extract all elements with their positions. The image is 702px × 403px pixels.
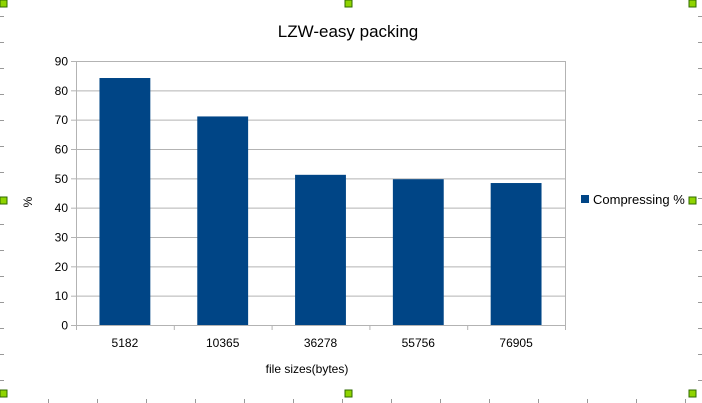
y-tick-label: 70 bbox=[55, 113, 69, 127]
bar bbox=[295, 174, 346, 325]
resize-handle[interactable] bbox=[688, 0, 697, 8]
resize-handle[interactable] bbox=[344, 0, 353, 8]
x-tick-label: 5182 bbox=[112, 336, 139, 350]
y-tick-label: 0 bbox=[61, 319, 68, 333]
bar bbox=[490, 183, 542, 325]
resize-handle[interactable] bbox=[0, 196, 8, 205]
bar bbox=[392, 179, 444, 325]
resize-handle[interactable] bbox=[0, 389, 8, 398]
legend-swatch bbox=[581, 195, 589, 203]
x-tick-label: 76905 bbox=[499, 336, 533, 350]
resize-handle[interactable] bbox=[0, 0, 8, 8]
y-tick-label: 20 bbox=[55, 260, 69, 274]
resize-handle[interactable] bbox=[688, 196, 697, 205]
chart-title: LZW-easy packing bbox=[278, 22, 418, 41]
bars bbox=[99, 78, 542, 325]
bar bbox=[99, 78, 151, 325]
x-axis-label: file sizes(bytes) bbox=[266, 362, 349, 376]
y-tick-label: 80 bbox=[55, 84, 69, 98]
resize-handle[interactable] bbox=[344, 389, 353, 398]
x-tick-label: 55756 bbox=[402, 336, 436, 350]
legend-label: Compressing % bbox=[593, 192, 685, 207]
bar bbox=[197, 116, 249, 325]
legend: Compressing % bbox=[581, 192, 685, 207]
y-tick-label: 90 bbox=[55, 55, 69, 69]
y-tick-label: 30 bbox=[55, 231, 69, 245]
y-axis-ticks: 0 10 20 30 40 50 60 70 80 90 bbox=[55, 55, 69, 333]
x-tick-label: 10365 bbox=[206, 336, 240, 350]
resize-handle[interactable] bbox=[688, 389, 697, 398]
frame-ticks bbox=[0, 16, 702, 403]
y-tick-label: 40 bbox=[55, 201, 69, 215]
y-tick-label: 50 bbox=[55, 172, 69, 186]
x-axis-ticks: 5182 10365 36278 55756 76905 bbox=[76, 325, 566, 350]
y-axis-label: % bbox=[21, 196, 35, 207]
y-tick-label: 60 bbox=[55, 143, 69, 157]
y-tick-label: 10 bbox=[55, 289, 69, 303]
x-tick-label: 36278 bbox=[304, 336, 338, 350]
